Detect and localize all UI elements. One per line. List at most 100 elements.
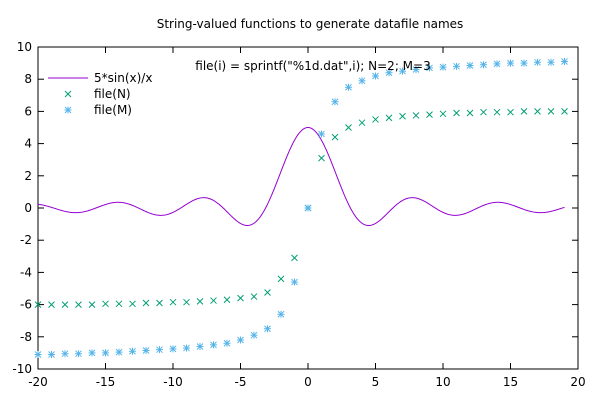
data-point-file-n	[439, 110, 447, 118]
data-point-file-n	[277, 275, 285, 283]
data-point-file-n	[412, 112, 420, 119]
data-point-file-m	[183, 344, 190, 352]
data-point-file-m	[372, 72, 379, 80]
data-point-file-m	[439, 63, 447, 71]
data-point-file-n	[223, 296, 231, 304]
chart-title: String-valued functions to generate data…	[157, 17, 464, 31]
x-tick-label: 10	[435, 375, 450, 389]
data-point-file-n	[34, 301, 42, 308]
data-point-file-m	[169, 345, 177, 353]
y-tick-label: 10	[17, 40, 32, 54]
data-point-file-n	[426, 111, 433, 118]
y-tick-label: 8	[24, 72, 32, 86]
data-point-file-n	[453, 109, 460, 117]
data-point-file-n	[547, 108, 555, 115]
data-point-file-n	[520, 108, 528, 115]
data-point-file-n	[102, 300, 109, 308]
data-point-file-m	[88, 349, 96, 357]
data-point-file-n	[466, 109, 474, 117]
data-point-file-n	[237, 294, 244, 302]
x-tick-label: -5	[235, 375, 247, 389]
data-point-file-m	[196, 342, 204, 350]
data-point-file-m	[493, 60, 501, 68]
series-line-5-sin-x-x	[38, 126, 565, 226]
x-tick-label: -10	[163, 375, 183, 389]
data-point-file-n	[183, 298, 190, 306]
legend-label: file(N)	[94, 87, 131, 101]
data-point-file-n	[291, 254, 298, 262]
data-point-file-m	[75, 350, 82, 358]
data-point-file-m	[237, 336, 244, 344]
data-point-file-m	[358, 77, 366, 85]
legend-swatch-marker	[64, 90, 72, 98]
data-point-file-m	[345, 83, 352, 91]
annotation-label: file(i) = sprintf("%1d.dat",i); N=2; M=3	[195, 59, 430, 73]
data-point-file-m	[156, 346, 163, 354]
x-tick-label: 20	[570, 375, 585, 389]
data-point-file-n	[493, 108, 501, 116]
data-point-file-n	[169, 298, 177, 306]
data-point-file-m	[264, 325, 271, 333]
data-point-file-m	[331, 98, 339, 106]
data-point-file-n	[507, 108, 514, 116]
data-point-file-m	[277, 310, 285, 318]
data-point-file-m	[426, 64, 433, 72]
data-point-file-m	[534, 58, 541, 66]
data-point-file-m	[412, 66, 420, 74]
data-point-file-n	[318, 154, 325, 162]
data-point-file-m	[520, 59, 528, 67]
data-point-file-n	[372, 116, 379, 123]
y-tick-label: 4	[24, 137, 32, 151]
y-tick-label: -6	[20, 298, 32, 312]
y-tick-label: -8	[20, 330, 32, 344]
data-point-file-n	[115, 300, 123, 308]
data-point-file-n	[88, 301, 96, 308]
data-point-file-n	[142, 299, 150, 307]
y-tick-label: -4	[20, 265, 32, 279]
x-tick-label: -15	[96, 375, 116, 389]
data-point-file-m	[115, 348, 123, 356]
data-point-file-m	[561, 57, 568, 65]
data-point-file-n	[385, 114, 393, 122]
data-point-file-n	[264, 289, 271, 296]
data-point-file-n	[331, 133, 339, 141]
data-point-file-m	[304, 204, 312, 212]
data-point-file-m	[34, 351, 42, 359]
y-tick-label: 0	[24, 201, 32, 215]
legend-label: file(M)	[94, 103, 132, 117]
x-tick-label: 5	[372, 375, 380, 389]
data-point-file-n	[250, 293, 258, 300]
data-point-file-m	[142, 346, 150, 354]
y-tick-label: 6	[24, 104, 32, 118]
x-tick-label: -20	[28, 375, 48, 389]
y-tick-label: -10	[12, 362, 32, 376]
legend-swatch-marker	[64, 106, 72, 114]
data-point-file-n	[399, 112, 406, 120]
data-point-file-m	[210, 341, 217, 349]
data-point-file-n	[480, 108, 487, 116]
data-point-file-m	[48, 351, 55, 359]
data-point-file-n	[48, 301, 55, 308]
data-point-file-m	[129, 347, 136, 355]
data-point-file-n	[358, 119, 366, 127]
data-point-file-m	[61, 350, 69, 358]
legend-label: 5*sin(x)/x	[94, 71, 152, 85]
data-point-file-m	[453, 62, 460, 70]
data-point-file-n	[345, 124, 352, 131]
data-point-file-n	[75, 301, 82, 308]
data-point-file-m	[102, 349, 109, 357]
y-tick-label: 2	[24, 169, 32, 183]
data-point-file-n	[210, 297, 217, 304]
x-tick-label: 0	[304, 375, 312, 389]
data-point-file-m	[291, 278, 298, 286]
data-point-file-n	[561, 108, 568, 115]
data-point-file-n	[534, 108, 541, 115]
data-point-file-m	[480, 61, 487, 69]
data-point-file-n	[196, 298, 204, 305]
data-point-file-m	[318, 130, 325, 138]
data-point-file-n	[156, 299, 163, 307]
data-point-file-m	[466, 62, 474, 70]
data-point-file-m	[547, 58, 555, 66]
data-point-file-n	[129, 300, 136, 308]
